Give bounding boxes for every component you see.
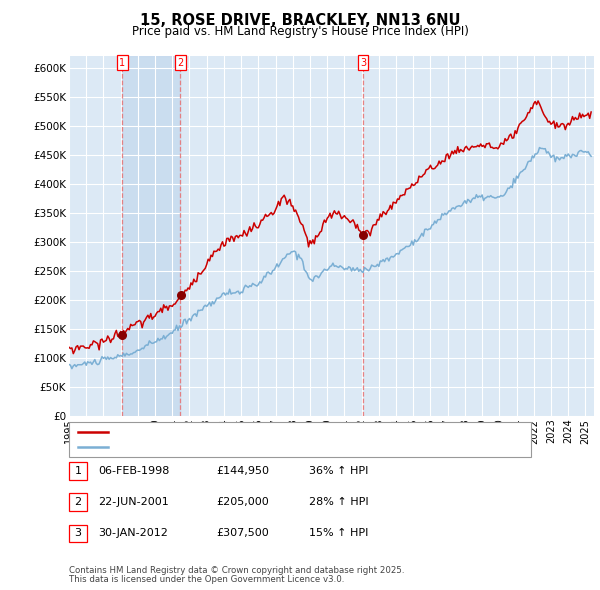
Text: 06-FEB-1998: 06-FEB-1998 [98,466,169,476]
Text: 28% ↑ HPI: 28% ↑ HPI [309,497,368,507]
Text: 15, ROSE DRIVE, BRACKLEY, NN13 6NU (detached house): 15, ROSE DRIVE, BRACKLEY, NN13 6NU (deta… [113,427,412,437]
Text: 15, ROSE DRIVE, BRACKLEY, NN13 6NU: 15, ROSE DRIVE, BRACKLEY, NN13 6NU [140,13,460,28]
Bar [122,56,181,416]
Text: £205,000: £205,000 [216,497,269,507]
Text: Price paid vs. HM Land Registry's House Price Index (HPI): Price paid vs. HM Land Registry's House … [131,25,469,38]
Text: 2: 2 [74,497,82,507]
Text: £307,500: £307,500 [216,529,269,538]
Text: HPI: Average price, detached house, West Northamptonshire: HPI: Average price, detached house, West… [113,442,430,452]
Text: 2: 2 [177,58,184,68]
Text: 1: 1 [74,466,82,476]
Text: 30-JAN-2012: 30-JAN-2012 [98,529,167,538]
Text: 36% ↑ HPI: 36% ↑ HPI [309,466,368,476]
Text: 1: 1 [119,58,125,68]
Text: £144,950: £144,950 [216,466,269,476]
Text: 22-JUN-2001: 22-JUN-2001 [98,497,169,507]
Text: This data is licensed under the Open Government Licence v3.0.: This data is licensed under the Open Gov… [69,575,344,584]
Text: 3: 3 [360,58,366,68]
Text: Contains HM Land Registry data © Crown copyright and database right 2025.: Contains HM Land Registry data © Crown c… [69,566,404,575]
Text: 15% ↑ HPI: 15% ↑ HPI [309,529,368,538]
Text: 3: 3 [74,529,82,538]
